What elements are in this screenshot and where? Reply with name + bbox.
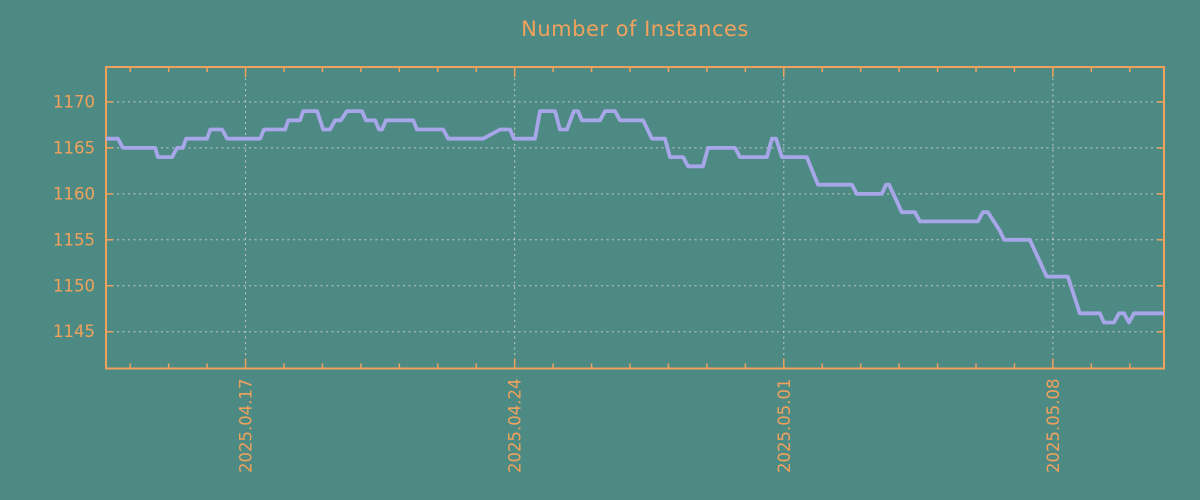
data-series-line <box>106 109 1164 325</box>
y-axis-tick-label: 1145 <box>53 322 95 341</box>
y-axis-tick-label: 1155 <box>53 230 95 249</box>
x-axis-tick-label: 2025.04.17 <box>237 379 256 473</box>
plot-border <box>105 66 1165 370</box>
x-axis-tick-label: 2025.05.01 <box>775 379 794 473</box>
chart-title: Number of Instances <box>521 17 749 41</box>
y-axis-tick-label: 1150 <box>53 276 95 295</box>
y-axis-tick-label: 1170 <box>53 92 95 111</box>
x-axis-tick-label: 2025.05.08 <box>1044 379 1063 473</box>
y-axis-tick-label: 1160 <box>53 184 95 203</box>
y-axis-tick-label: 1165 <box>53 138 95 157</box>
x-axis-tick-label: 2025.04.24 <box>506 379 525 473</box>
